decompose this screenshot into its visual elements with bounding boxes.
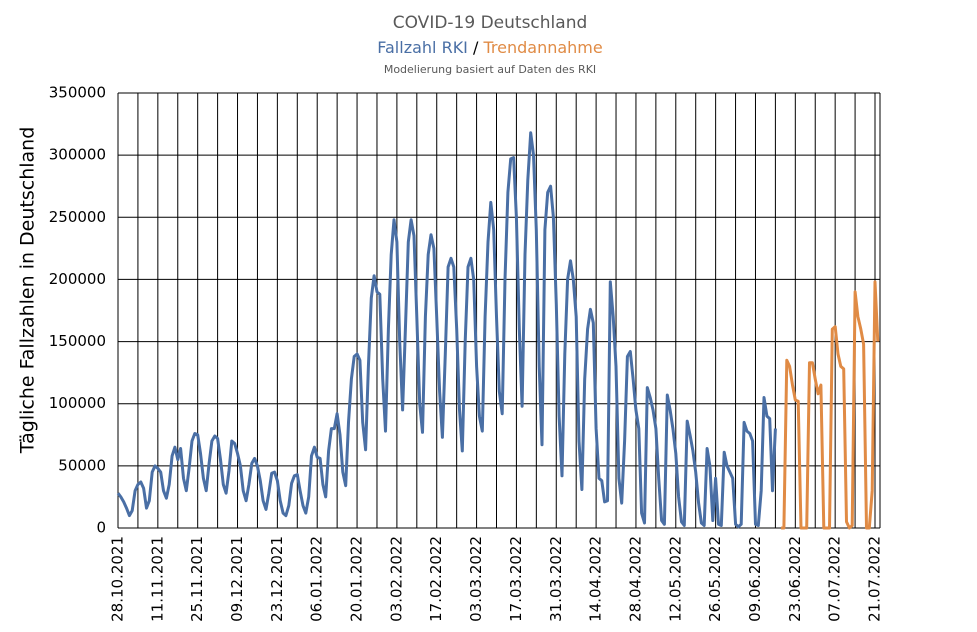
y-tick-label: 200000 xyxy=(49,270,106,288)
x-tick-label: 03.02.2022 xyxy=(387,536,405,622)
x-tick-label: 17.03.2022 xyxy=(507,536,525,622)
y-tick-label: 0 xyxy=(96,519,106,537)
y-tick-label: 250000 xyxy=(49,208,106,226)
x-tick-label: 03.03.2022 xyxy=(467,536,485,622)
x-tick-label: 07.07.2022 xyxy=(826,536,844,622)
y-tick-label: 350000 xyxy=(49,84,106,102)
y-axis-label: Tägliche Fallzahlen in Deutschland xyxy=(17,127,39,455)
x-tick-label: 23.12.2021 xyxy=(268,536,286,622)
x-tick-label: 31.03.2022 xyxy=(547,536,565,622)
legend-entry: Trendannahme xyxy=(482,38,602,57)
series-line xyxy=(781,280,880,530)
legend-separator: / xyxy=(473,38,479,57)
y-tick-label: 50000 xyxy=(58,456,106,474)
x-tick-label: 17.02.2022 xyxy=(427,536,445,622)
y-tick-label: 300000 xyxy=(49,146,106,164)
x-tick-label: 06.01.2022 xyxy=(308,536,326,622)
x-tick-label: 20.01.2022 xyxy=(348,536,366,622)
x-tick-label: 25.11.2021 xyxy=(188,536,206,622)
y-tick-label: 150000 xyxy=(49,332,106,350)
x-tick-label: 09.12.2021 xyxy=(228,536,246,622)
x-tick-label: 28.04.2022 xyxy=(626,536,644,622)
x-tick-label: 23.06.2022 xyxy=(786,536,804,622)
x-tick-label: 12.05.2022 xyxy=(666,536,684,622)
legend-entry: Fallzahl RKI xyxy=(377,38,468,57)
x-tick-label: 09.06.2022 xyxy=(746,536,764,622)
series-line xyxy=(116,131,777,529)
x-tick-label: 14.04.2022 xyxy=(587,536,605,622)
chart-note: Modelierung basiert auf Daten des RKI xyxy=(384,63,596,76)
legend: Fallzahl RKI / Trendannahme xyxy=(377,38,602,57)
x-tick-label: 21.07.2022 xyxy=(866,536,884,622)
y-tick-label: 100000 xyxy=(49,394,106,412)
chart-title: COVID-19 Deutschland xyxy=(393,13,588,33)
x-tick-label: 11.11.2021 xyxy=(148,536,166,622)
x-tick-label: 26.05.2022 xyxy=(706,536,724,622)
x-tick-label: 28.10.2021 xyxy=(109,536,127,622)
